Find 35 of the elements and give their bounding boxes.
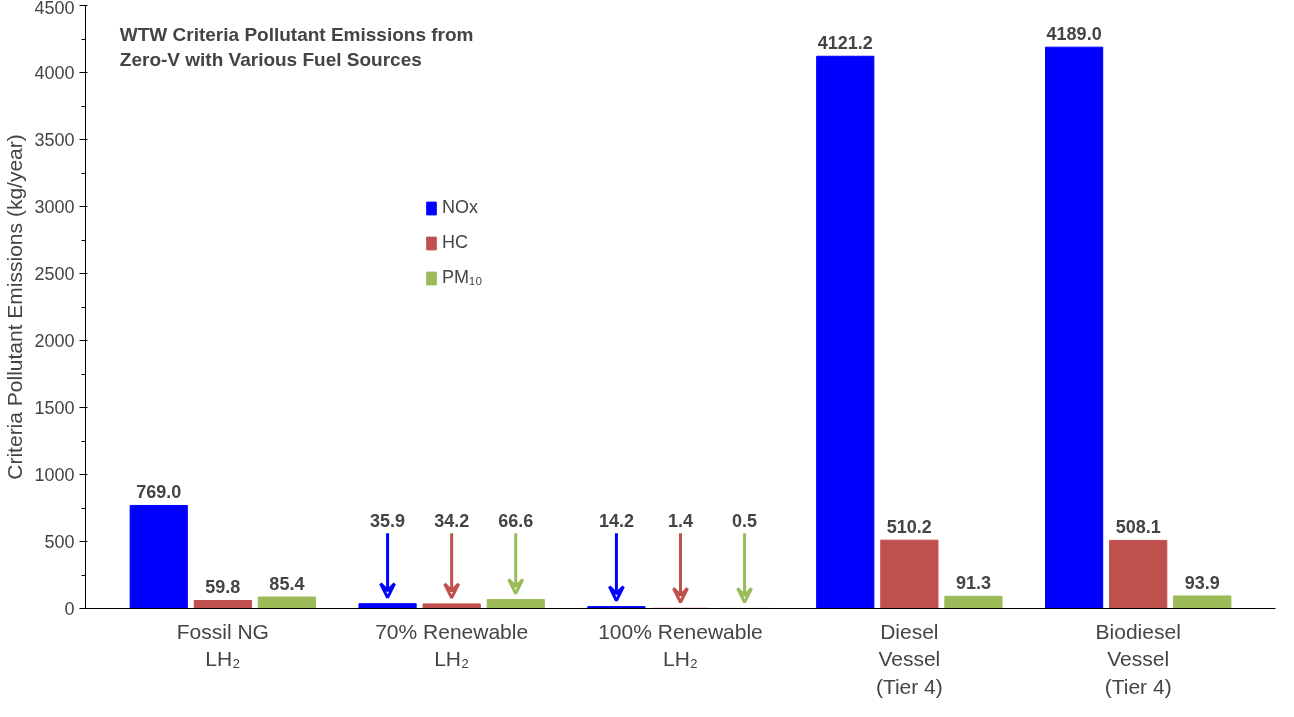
x-tick-label: Biodiesel Vessel (Tier 4) bbox=[1095, 619, 1181, 698]
data-label: 508.1 bbox=[1115, 517, 1161, 538]
data-label: 4189.0 bbox=[1046, 23, 1102, 44]
y-tick-label: 4000 bbox=[34, 63, 75, 83]
y-tick-label: 2500 bbox=[34, 264, 75, 284]
y-tick-label: 500 bbox=[44, 532, 75, 552]
data-label: 66.6 bbox=[498, 511, 534, 532]
data-label: 0.5 bbox=[732, 511, 758, 532]
data-label: 91.3 bbox=[955, 573, 991, 594]
x-tick-label: 70% Renewable LH₂ bbox=[375, 619, 529, 671]
y-tick-label: 1000 bbox=[34, 465, 75, 485]
data-label: 35.9 bbox=[370, 511, 406, 532]
text: WTW Criteria Pollutant Emissions from Zero-V with Various Fuel Sources bbox=[119, 23, 474, 70]
x-tick-label: Fossil NG LH₂ bbox=[176, 619, 269, 671]
data-label: 14.2 bbox=[598, 511, 634, 532]
data-label: 34.2 bbox=[434, 511, 470, 532]
data-label: 4121.2 bbox=[817, 33, 873, 54]
y-axis-title: Criteria Pollutant Emissions (kg/year) bbox=[3, 134, 27, 480]
data-label: 85.4 bbox=[269, 573, 305, 594]
x-tick-label: Diesel Vessel (Tier 4) bbox=[875, 619, 943, 698]
x-tick-label: 100% Renewable LH₂ bbox=[598, 619, 763, 671]
legend-label: PM₁₀ bbox=[442, 267, 483, 288]
y-tick-label: 4500 bbox=[34, 0, 75, 18]
data-label: 769.0 bbox=[136, 482, 182, 503]
y-tick-label: 1500 bbox=[34, 398, 75, 418]
data-label: 93.9 bbox=[1184, 572, 1220, 593]
y-tick-label: 0 bbox=[64, 599, 75, 619]
data-label: 59.8 bbox=[205, 577, 241, 598]
legend-label: NOx bbox=[442, 197, 478, 218]
y-tick-label: 3500 bbox=[34, 130, 75, 150]
data-label: 510.2 bbox=[886, 516, 932, 537]
y-tick-label: 2000 bbox=[34, 331, 75, 351]
y-tick-label: 3000 bbox=[34, 197, 75, 217]
data-label: 1.4 bbox=[667, 511, 694, 532]
legend-label: HC bbox=[442, 232, 468, 253]
